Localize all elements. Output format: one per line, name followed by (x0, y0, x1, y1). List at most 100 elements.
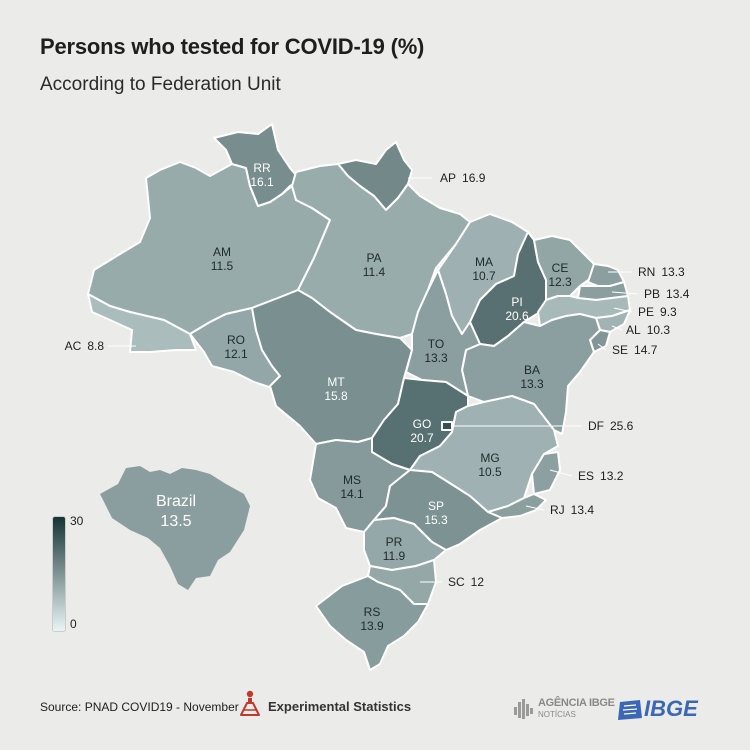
state-value-al: 10.3 (647, 323, 671, 337)
state-value-ce: 12.3 (548, 275, 572, 289)
leader-pe (613, 307, 633, 313)
state-code-al: AL (626, 323, 641, 337)
state-value-rs: 13.9 (360, 619, 384, 633)
ibge-logo-icon (618, 700, 642, 720)
leader-es (549, 469, 573, 477)
state-label-df: DF 25.6 (588, 419, 634, 433)
state-ac[interactable] (87, 293, 197, 353)
state-value-rj: 13.4 (571, 503, 595, 517)
state-value-mt: 15.8 (324, 389, 348, 403)
state-code-se: SE (612, 343, 628, 357)
leader-al (611, 325, 623, 331)
state-df[interactable] (441, 421, 453, 431)
state-value-mg: 10.5 (478, 465, 502, 479)
state-code-ma: MA (475, 255, 493, 269)
source-note: Source: PNAD COVID19 - November (40, 700, 239, 714)
state-label-ac: AC 8.8 (65, 339, 105, 353)
map-subtitle: According to Federation Unit (40, 74, 281, 95)
state-value-pe: 9.3 (660, 305, 677, 319)
state-label-se: SE 14.7 (612, 343, 658, 357)
state-code-ac: AC (65, 339, 82, 353)
state-value-ap: 16.9 (462, 171, 486, 185)
state-value-pr: 11.9 (383, 549, 406, 563)
leader-se (597, 343, 607, 351)
state-code-sp: SP (428, 499, 444, 513)
state-label-sc: SC 12 (448, 575, 484, 589)
ibge-logo[interactable]: IBGE (616, 696, 716, 726)
experimental-statistics-label: Experimental Statistics (268, 699, 412, 714)
state-value-ro: 12.1 (224, 347, 248, 361)
state-value-sp: 15.3 (424, 513, 448, 527)
state-code-rr: RR (253, 161, 271, 175)
state-value-go: 20.7 (410, 431, 434, 445)
state-code-ms: MS (343, 473, 361, 487)
state-value-to: 13.3 (424, 351, 448, 365)
state-value-es: 13.2 (600, 469, 624, 483)
leader-rj (525, 505, 545, 511)
state-value-rr: 16.1 (250, 175, 274, 189)
state-code-df: DF (588, 419, 604, 433)
state-label-pb: PB 13.4 (644, 287, 690, 301)
state-value-se: 14.7 (634, 343, 658, 357)
agencia-ibge-logo[interactable]: AGÊNCIA IBGE NOTÍCIAS (512, 697, 615, 723)
national-value: 13.5 (160, 513, 191, 530)
state-value-rn: 13.3 (661, 265, 685, 279)
agencia-logo-icon (514, 699, 533, 719)
state-sp[interactable] (373, 469, 503, 551)
state-code-mt: MT (327, 375, 345, 389)
state-code-mg: MG (480, 451, 499, 465)
state-labels: RR16.1AM11.5PA11.4MA10.7PI20.6CE12.3RO12… (65, 161, 690, 633)
ibge-wordmark: IBGE (644, 696, 698, 721)
state-code-pi: PI (511, 295, 522, 309)
leader-lines (108, 177, 639, 583)
state-value-ma: 10.7 (472, 269, 496, 283)
brazil-inset-shape (100, 466, 250, 590)
state-code-sc: SC (448, 575, 465, 589)
state-value-pa: 11.4 (363, 265, 386, 279)
legend-max-label: 30 (70, 514, 84, 528)
state-value-am: 11.5 (211, 259, 234, 273)
state-label-al: AL 10.3 (626, 323, 670, 337)
color-scale-legend (52, 516, 66, 632)
state-label-pe: PE 9.3 (638, 305, 677, 319)
state-code-go: GO (413, 417, 432, 431)
state-label-rj: RJ 13.4 (550, 503, 594, 517)
state-value-pi: 20.6 (505, 309, 529, 323)
state-value-sc: 12 (471, 575, 485, 589)
leader-pb (611, 291, 639, 295)
state-rr[interactable] (213, 123, 301, 207)
state-value-ba: 13.3 (520, 377, 544, 391)
state-code-pr: PR (386, 535, 403, 549)
state-code-rj: RJ (550, 503, 565, 517)
state-label-ap: AP 16.9 (440, 171, 486, 185)
state-code-pe: PE (638, 305, 654, 319)
state-value-ms: 14.1 (340, 487, 364, 501)
national-name: Brazil (156, 493, 196, 510)
state-code-to: TO (428, 337, 444, 351)
state-label-es: ES 13.2 (578, 469, 624, 483)
state-label-rn: RN 13.3 (638, 265, 685, 279)
state-es[interactable] (531, 451, 561, 495)
state-rj[interactable] (487, 493, 547, 519)
state-code-am: AM (213, 245, 231, 259)
state-value-ac: 8.8 (87, 339, 104, 353)
flask-icon (240, 690, 260, 716)
state-code-rs: RS (364, 605, 381, 619)
agencia-name: AGÊNCIA IBGE (538, 697, 615, 709)
state-code-rn: RN (638, 265, 655, 279)
state-code-ro: RO (227, 333, 245, 347)
state-code-ap: AP (440, 171, 456, 185)
state-code-ba: BA (524, 363, 540, 377)
state-code-ce: CE (552, 261, 569, 275)
state-code-pa: PA (366, 251, 381, 265)
state-rs[interactable] (315, 575, 429, 671)
map-title: Persons who tested for COVID-19 (%) (40, 34, 425, 59)
agencia-subtitle: NOTÍCIAS (538, 710, 576, 719)
legend-min-label: 0 (70, 617, 77, 631)
state-value-pb: 13.4 (666, 287, 690, 301)
state-code-pb: PB (644, 287, 660, 301)
state-code-es: ES (578, 469, 594, 483)
state-to[interactable] (405, 269, 481, 397)
state-value-df: 25.6 (610, 419, 634, 433)
